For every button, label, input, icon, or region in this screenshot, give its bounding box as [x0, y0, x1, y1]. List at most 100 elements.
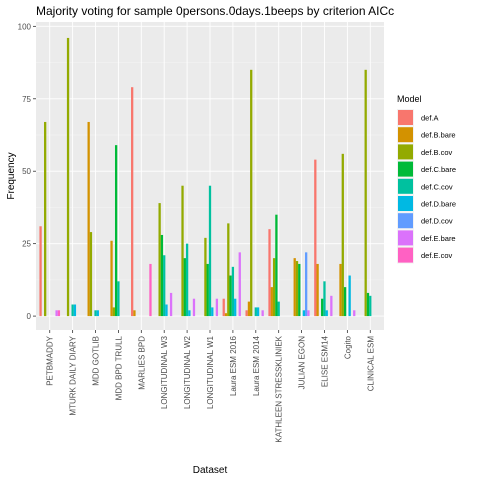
- bar: [293, 258, 296, 317]
- bar: [298, 263, 301, 317]
- x-tick-label: Cogito: [343, 335, 352, 359]
- x-tick-label: MTURK DAILY DIARY: [69, 335, 78, 415]
- bar: [204, 237, 207, 317]
- y-tick-label: 0: [27, 312, 32, 321]
- bar: [44, 121, 47, 317]
- bar: [208, 185, 212, 317]
- x-tick-label: MARLIES BPD: [137, 336, 146, 390]
- bar: [348, 275, 351, 317]
- legend-label: def.A: [421, 114, 439, 123]
- bar: [254, 307, 257, 317]
- bar: [94, 310, 97, 317]
- y-tick-label: 100: [18, 22, 32, 31]
- bar: [343, 287, 347, 317]
- bar: [183, 258, 186, 317]
- bar: [158, 203, 161, 317]
- bar: [55, 310, 58, 317]
- bar: [295, 261, 299, 317]
- bar: [231, 266, 235, 317]
- legend-label: def.B.bare: [421, 131, 456, 140]
- legend-swatch: [398, 247, 413, 263]
- y-axis: 0 25 50 75 100: [18, 22, 36, 321]
- x-tick-label: KATHLEEN STRESSKLINIEK: [275, 335, 284, 442]
- legend-label: def.E.bare: [421, 234, 456, 243]
- x-axis-title: Dataset: [193, 465, 228, 476]
- legend-swatch: [398, 178, 413, 194]
- bar: [57, 310, 61, 317]
- bar: [250, 69, 253, 317]
- bar: [66, 37, 70, 317]
- bar: [71, 304, 74, 317]
- bar: [112, 307, 115, 317]
- bar: [341, 153, 344, 317]
- legend-label: def.C.cov: [421, 182, 453, 191]
- legend-swatch: [398, 213, 413, 229]
- bar: [131, 87, 134, 317]
- bar: [325, 310, 328, 317]
- bar: [302, 310, 306, 317]
- legend-label: def.C.bare: [421, 165, 456, 174]
- bar: [314, 159, 317, 317]
- bar: [270, 287, 273, 317]
- bar: [211, 307, 214, 317]
- legend-label: def.D.bare: [421, 200, 456, 209]
- legend-label: def.D.cov: [421, 217, 453, 226]
- bar: [330, 295, 333, 317]
- x-tick-label: CLINICAL ESM: [366, 336, 375, 392]
- legend-label: def.B.cov: [421, 148, 453, 157]
- bar: [169, 292, 173, 317]
- bar: [339, 263, 342, 317]
- bar: [227, 223, 230, 317]
- y-axis-title: Frequency: [6, 152, 17, 199]
- legend-title: Model: [397, 94, 422, 104]
- x-tick-label: LONGITUDINAL W2: [183, 335, 192, 409]
- x-tick-label: Laura ESM 2016: [229, 335, 238, 396]
- bar: [215, 298, 219, 317]
- legend-swatch: [398, 110, 413, 125]
- bars: [39, 37, 372, 317]
- bar: [272, 258, 276, 317]
- bar: [364, 69, 367, 317]
- bar: [39, 226, 42, 317]
- x-tick-label: LONGITUDINAL W1: [206, 335, 215, 409]
- x-tick-label: LONGITUDINAL W3: [160, 335, 169, 409]
- legend-swatch: [398, 144, 413, 160]
- bar: [206, 263, 209, 317]
- bar: [229, 275, 232, 317]
- bar: [277, 301, 280, 317]
- bar: [163, 255, 166, 317]
- legend-swatch: [398, 196, 413, 211]
- y-tick-label: 50: [22, 167, 31, 176]
- bar: [133, 310, 136, 317]
- bar: [275, 214, 278, 317]
- bar: [245, 310, 248, 317]
- bar: [261, 310, 264, 317]
- x-tick-label: MDD GOTLIB: [92, 336, 101, 386]
- x-tick-label: JULIAN EGON: [298, 336, 307, 390]
- y-tick-label: 75: [22, 95, 31, 104]
- bar: [256, 307, 260, 317]
- y-tick-label: 25: [22, 240, 31, 249]
- x-tick-label: MDD BPD TRULL: [114, 335, 123, 400]
- gridlines: [36, 22, 384, 330]
- bar: [234, 298, 237, 317]
- chart-title: Majority voting for sample 0persons.0day…: [36, 4, 394, 18]
- bar: [323, 281, 326, 317]
- legend-swatch: [398, 161, 413, 177]
- bar: [192, 298, 196, 317]
- bar: [149, 263, 152, 317]
- bar: [160, 234, 164, 317]
- bar: [73, 304, 77, 317]
- bar: [185, 243, 189, 317]
- x-tick-label: ELISE ESM14: [320, 335, 329, 387]
- legend: Model def.A def.B.bare def.B.cov def.C.bare…: [397, 94, 456, 264]
- legend-swatch: [398, 230, 413, 246]
- bar: [247, 301, 251, 317]
- bar: [165, 304, 168, 317]
- bar: [307, 310, 310, 317]
- bar: [110, 240, 113, 317]
- bar: [114, 145, 118, 317]
- bar: [316, 263, 319, 317]
- bar: [321, 298, 324, 317]
